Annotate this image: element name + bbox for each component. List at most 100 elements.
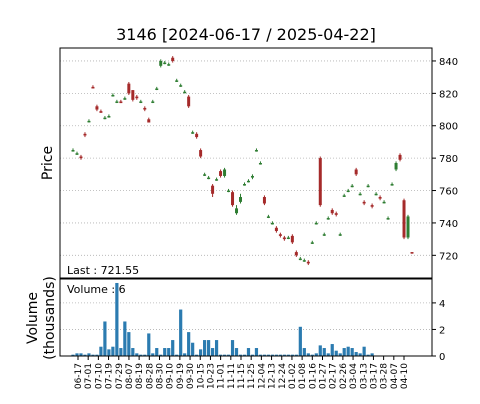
candle: [242, 182, 246, 186]
volume-bar: [354, 352, 358, 356]
candle: [410, 252, 414, 254]
volume-bar: [135, 353, 139, 356]
candle-body: [310, 242, 314, 244]
x-tick-label: 07-19: [105, 363, 115, 389]
volume-bar: [75, 353, 79, 356]
volume-bar: [195, 354, 199, 356]
volume-bar: [338, 353, 342, 356]
volume-bar: [366, 354, 370, 356]
x-tick-label: 12-13: [268, 363, 278, 389]
price-y-tick-label: 820: [439, 89, 458, 100]
volume-bar: [294, 354, 298, 356]
candle-body: [290, 235, 294, 243]
candle: [115, 99, 119, 104]
candle-body: [314, 222, 318, 225]
price-y-ticks: 720 740 760 780 800 820 840: [432, 57, 458, 262]
candle-body: [131, 90, 135, 100]
x-tick-label: 10-23: [206, 363, 216, 389]
volume-bar: [314, 353, 318, 356]
candle: [231, 190, 235, 207]
candle: [250, 174, 254, 180]
candle-body: [115, 101, 119, 103]
volume-bar: [330, 344, 334, 356]
candle: [99, 109, 103, 113]
candle: [151, 99, 155, 104]
x-tick-label: 01-27: [319, 363, 329, 389]
candle-body: [139, 101, 143, 103]
candle-body: [171, 57, 175, 61]
candle-body: [342, 195, 346, 197]
candle-body: [127, 83, 131, 94]
volume-bar: [103, 321, 107, 356]
volume-bar: [278, 354, 282, 356]
volume-bar: [286, 354, 290, 356]
candle-body: [242, 184, 246, 186]
x-tick-label: 11-11: [227, 363, 237, 389]
candle: [266, 214, 270, 219]
candle: [143, 106, 147, 112]
x-tick-label: 12-04: [257, 363, 267, 389]
candle-body: [143, 107, 147, 110]
candle: [147, 117, 151, 123]
volume-bar: [91, 354, 95, 356]
candle-body: [318, 158, 322, 206]
candle: [227, 188, 231, 193]
candle: [211, 184, 215, 198]
candle: [310, 240, 314, 244]
candle-body: [79, 156, 83, 159]
candle-body: [382, 201, 386, 204]
volume-bar: [262, 354, 267, 356]
candle: [135, 94, 139, 100]
candle: [235, 205, 239, 215]
candle: [239, 193, 243, 204]
volume-bar: [199, 349, 203, 356]
candle: [290, 234, 294, 244]
volume-bar: [115, 282, 119, 356]
volume-bar: [270, 354, 275, 356]
candle-body: [262, 197, 266, 204]
volume-bar: [207, 340, 211, 356]
candle: [338, 232, 342, 236]
price-axis-label: Price: [40, 146, 56, 180]
candle: [195, 132, 199, 139]
candle: [406, 214, 410, 240]
candle: [175, 78, 179, 83]
volume-bar: [358, 353, 362, 356]
volume-bar: [230, 340, 235, 356]
candle: [294, 250, 298, 257]
x-tick-label: 09-10: [166, 363, 176, 389]
volume-bar: [131, 348, 135, 356]
volume-bar: [350, 348, 354, 356]
volume-y-tick-label: 4: [439, 299, 445, 310]
volume-bar: [238, 354, 243, 356]
candle: [167, 62, 171, 66]
candle-body: [246, 180, 250, 183]
volume-bar: [218, 354, 223, 356]
candle-body: [406, 216, 410, 238]
candle: [131, 90, 135, 102]
candle-body: [254, 150, 258, 152]
candle-body: [366, 185, 370, 188]
volume-bar: [362, 346, 366, 356]
candle-body: [167, 64, 171, 66]
x-tick-label: 03-13: [359, 363, 369, 389]
volume-bar: [290, 354, 294, 356]
candle-body: [155, 88, 159, 90]
candle: [378, 195, 382, 201]
volume-bar: [370, 353, 374, 356]
candle-body: [286, 237, 290, 240]
candle: [187, 94, 191, 108]
candle-body: [71, 150, 75, 152]
candle: [183, 90, 187, 94]
candle: [155, 86, 159, 91]
candle: [163, 60, 167, 65]
x-tick-label: 07-01: [84, 363, 94, 389]
price-candles: [71, 56, 414, 266]
candle: [386, 216, 390, 220]
candle: [274, 226, 278, 233]
price-plot-frame: [59, 47, 433, 279]
volume-bar: [127, 332, 131, 356]
candle: [258, 161, 262, 165]
x-tick-label: 01-08: [298, 363, 308, 389]
